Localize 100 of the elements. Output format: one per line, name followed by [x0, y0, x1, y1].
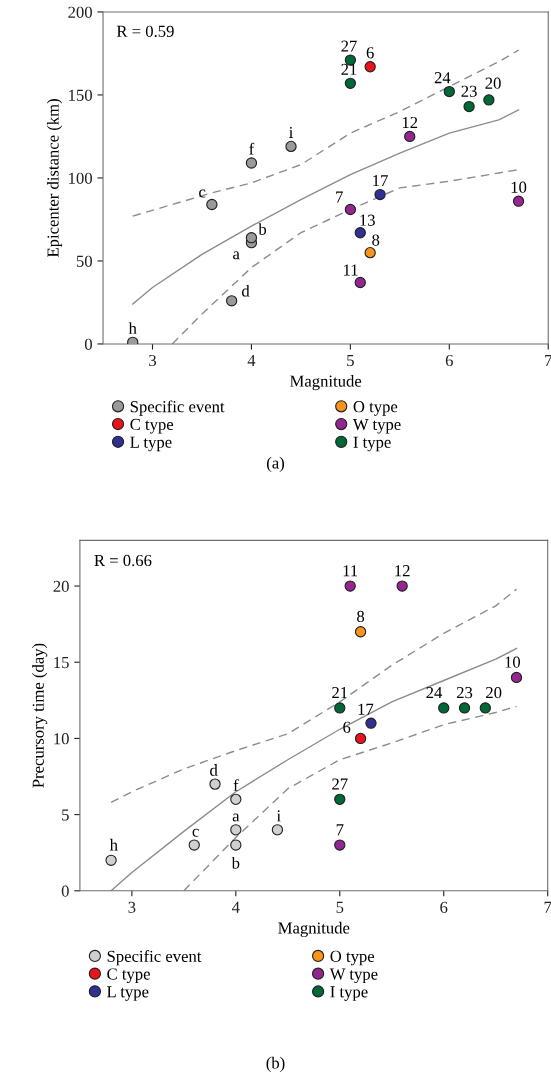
annotation: c [199, 189, 206, 198]
annotation: 21 [341, 63, 357, 75]
annotation: a [232, 813, 240, 822]
point [458, 702, 471, 714]
point [479, 702, 491, 714]
annotation: 23 [456, 687, 473, 699]
y-tick-label: 50 [76, 255, 92, 267]
annotation: 6 [366, 47, 374, 59]
legend-label: Specific event [107, 950, 202, 966]
point [271, 824, 284, 836]
point [334, 793, 346, 806]
y-tick-label: 100 [69, 172, 92, 184]
y-tick-label: 0 [84, 338, 92, 350]
annotation: 27 [332, 778, 348, 790]
x-axis-title: Magnitude [290, 375, 362, 391]
legend-label: L type [107, 986, 149, 1001]
annotation: f [233, 779, 239, 791]
annotation: 10 [505, 656, 521, 668]
legend-label: C type [130, 418, 174, 434]
legend-label: O type [330, 950, 375, 966]
point [396, 580, 408, 592]
point [334, 839, 346, 851]
annotation: 17 [373, 175, 388, 187]
x-tick-label: 6 [445, 354, 453, 367]
point [344, 77, 357, 89]
annotation: 7 [336, 824, 344, 836]
annotation: R = 0.59 [116, 25, 174, 38]
x-tick-label: 7 [544, 901, 551, 913]
annotation: 11 [343, 565, 358, 577]
point [188, 839, 200, 851]
point [206, 198, 218, 211]
annotation: d [210, 764, 218, 776]
line-series [110, 588, 518, 804]
annotation: 8 [357, 610, 365, 623]
point [230, 824, 242, 836]
annotation: 17 [358, 703, 374, 715]
x-tick-label: 6 [440, 901, 448, 913]
point [374, 188, 386, 201]
x-tick-label: 5 [336, 901, 344, 913]
annotation: 23 [461, 85, 477, 97]
point [443, 85, 455, 98]
annotation: 11 [343, 264, 358, 276]
y-tick-label: 150 [69, 89, 92, 101]
point [438, 702, 450, 714]
point [344, 203, 357, 216]
point [463, 100, 475, 113]
x-tick-label: 3 [149, 354, 157, 367]
legend-label: O type [353, 401, 398, 416]
y-tick-label: 20 [53, 580, 69, 592]
annotation: a [233, 251, 240, 260]
point [365, 717, 377, 729]
point [483, 94, 495, 106]
point [209, 778, 221, 790]
annotation: h [128, 322, 137, 334]
point [344, 580, 356, 592]
point [354, 227, 366, 239]
point [230, 839, 242, 851]
point [404, 130, 416, 143]
text: (b) [266, 1056, 285, 1072]
legend-label: W type [352, 419, 401, 434]
x-tick-label: 4 [231, 901, 240, 913]
y-tick-label: 0 [61, 885, 69, 897]
text: (a) [266, 456, 285, 472]
annotation: c [192, 828, 199, 837]
annotation: 12 [402, 116, 418, 128]
legend-label: L type [130, 436, 172, 452]
y-tick-label: 200 [68, 6, 92, 18]
annotation: R = 0.66 [94, 554, 152, 567]
x-tick-label: 4 [247, 354, 256, 366]
point [245, 232, 258, 244]
annotation: 7 [336, 191, 343, 203]
annotation: 10 [511, 181, 527, 193]
point [334, 702, 346, 714]
y-tick-label: 15 [54, 657, 69, 669]
annotation: b [231, 856, 240, 869]
point [364, 61, 376, 73]
legend-label: I type [353, 436, 391, 452]
annotation: 24 [426, 687, 443, 699]
point [105, 854, 117, 866]
line-series [110, 647, 518, 891]
annotation: d [241, 284, 250, 297]
point [285, 140, 297, 153]
legend-label: I type [330, 986, 368, 1001]
y-axis-title: Epicenter distance (km) [46, 99, 63, 258]
x-tick-label: 5 [347, 355, 354, 367]
point [354, 626, 367, 638]
line-series [183, 705, 518, 891]
point [512, 195, 525, 207]
annotation: 6 [343, 721, 351, 733]
point [510, 671, 523, 684]
annotation: b [258, 223, 267, 235]
x-tick-label: 7 [545, 355, 551, 366]
annotation: i [276, 810, 281, 822]
x-tick-label: 3 [128, 901, 136, 913]
y-axis-title: Precursory time (day) [32, 643, 48, 788]
point [364, 246, 376, 259]
annotation: 20 [486, 686, 502, 699]
annotation: 24 [434, 72, 451, 84]
y-tick-label: 10 [54, 733, 69, 745]
annotation: 20 [485, 77, 501, 89]
